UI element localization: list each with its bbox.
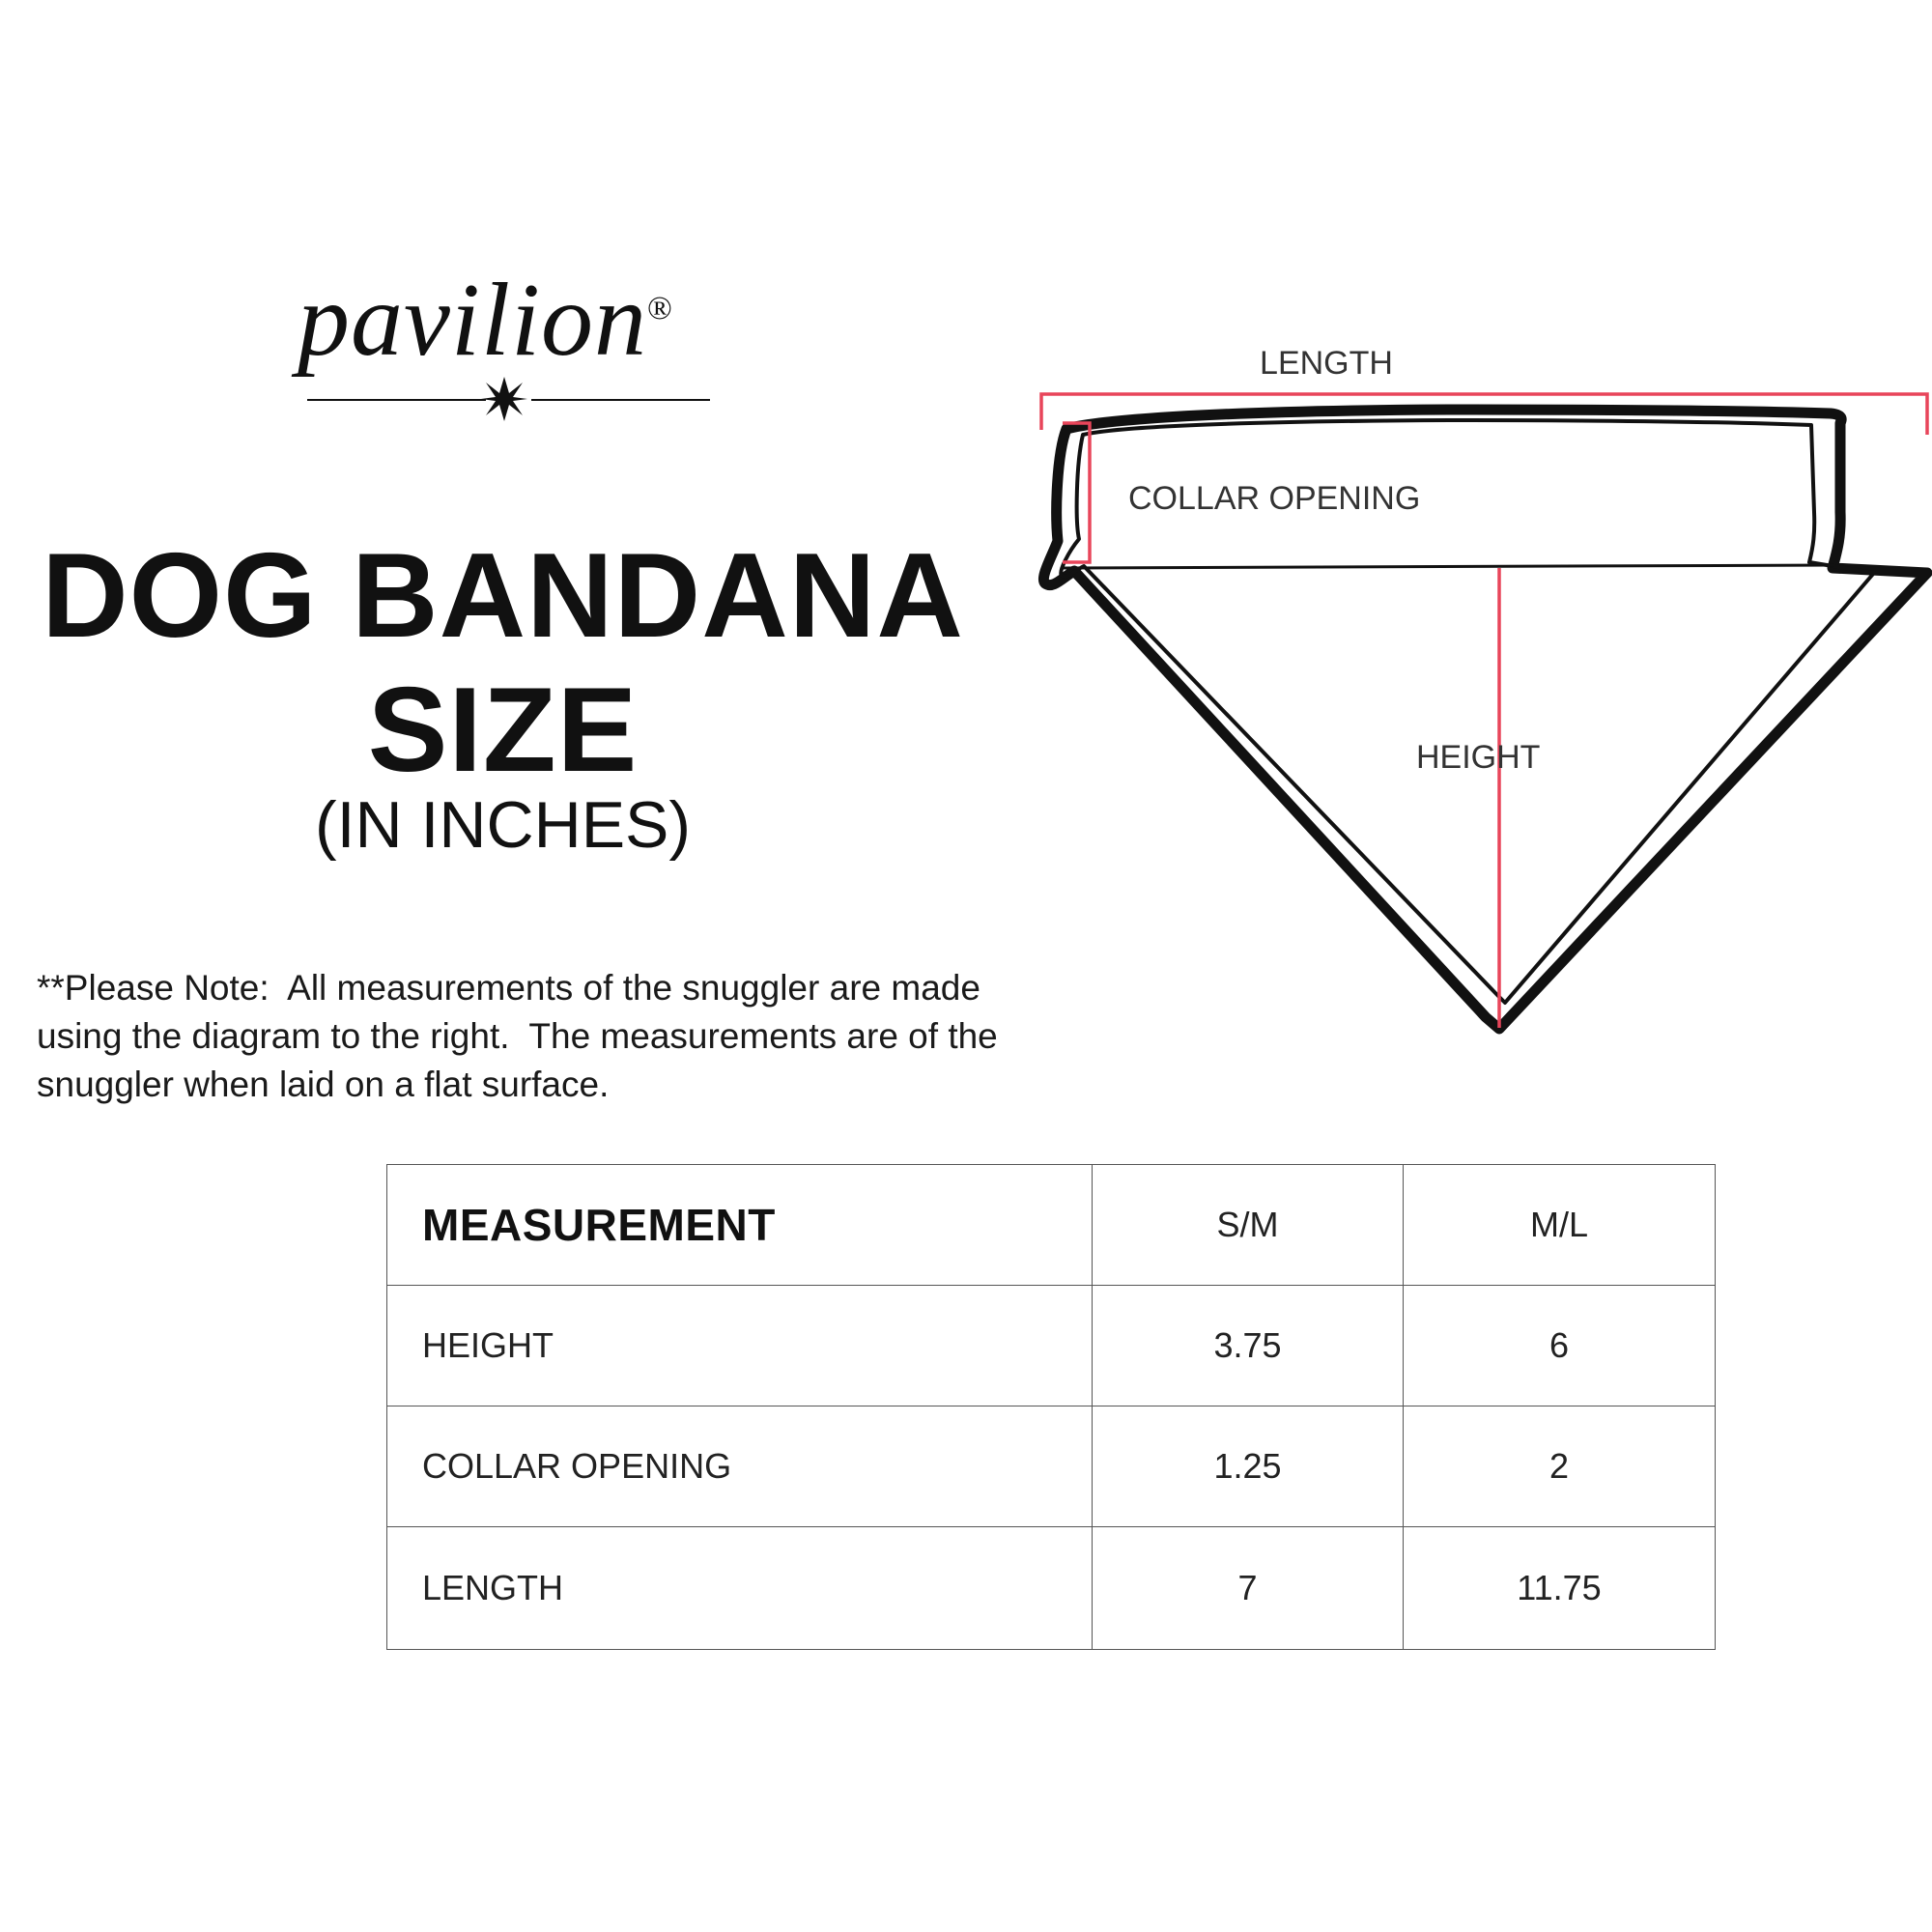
svg-text:COLLAR OPENING: COLLAR OPENING — [1128, 480, 1420, 517]
svg-text:LENGTH: LENGTH — [1260, 345, 1393, 382]
svg-text:HEIGHT: HEIGHT — [1416, 739, 1540, 776]
